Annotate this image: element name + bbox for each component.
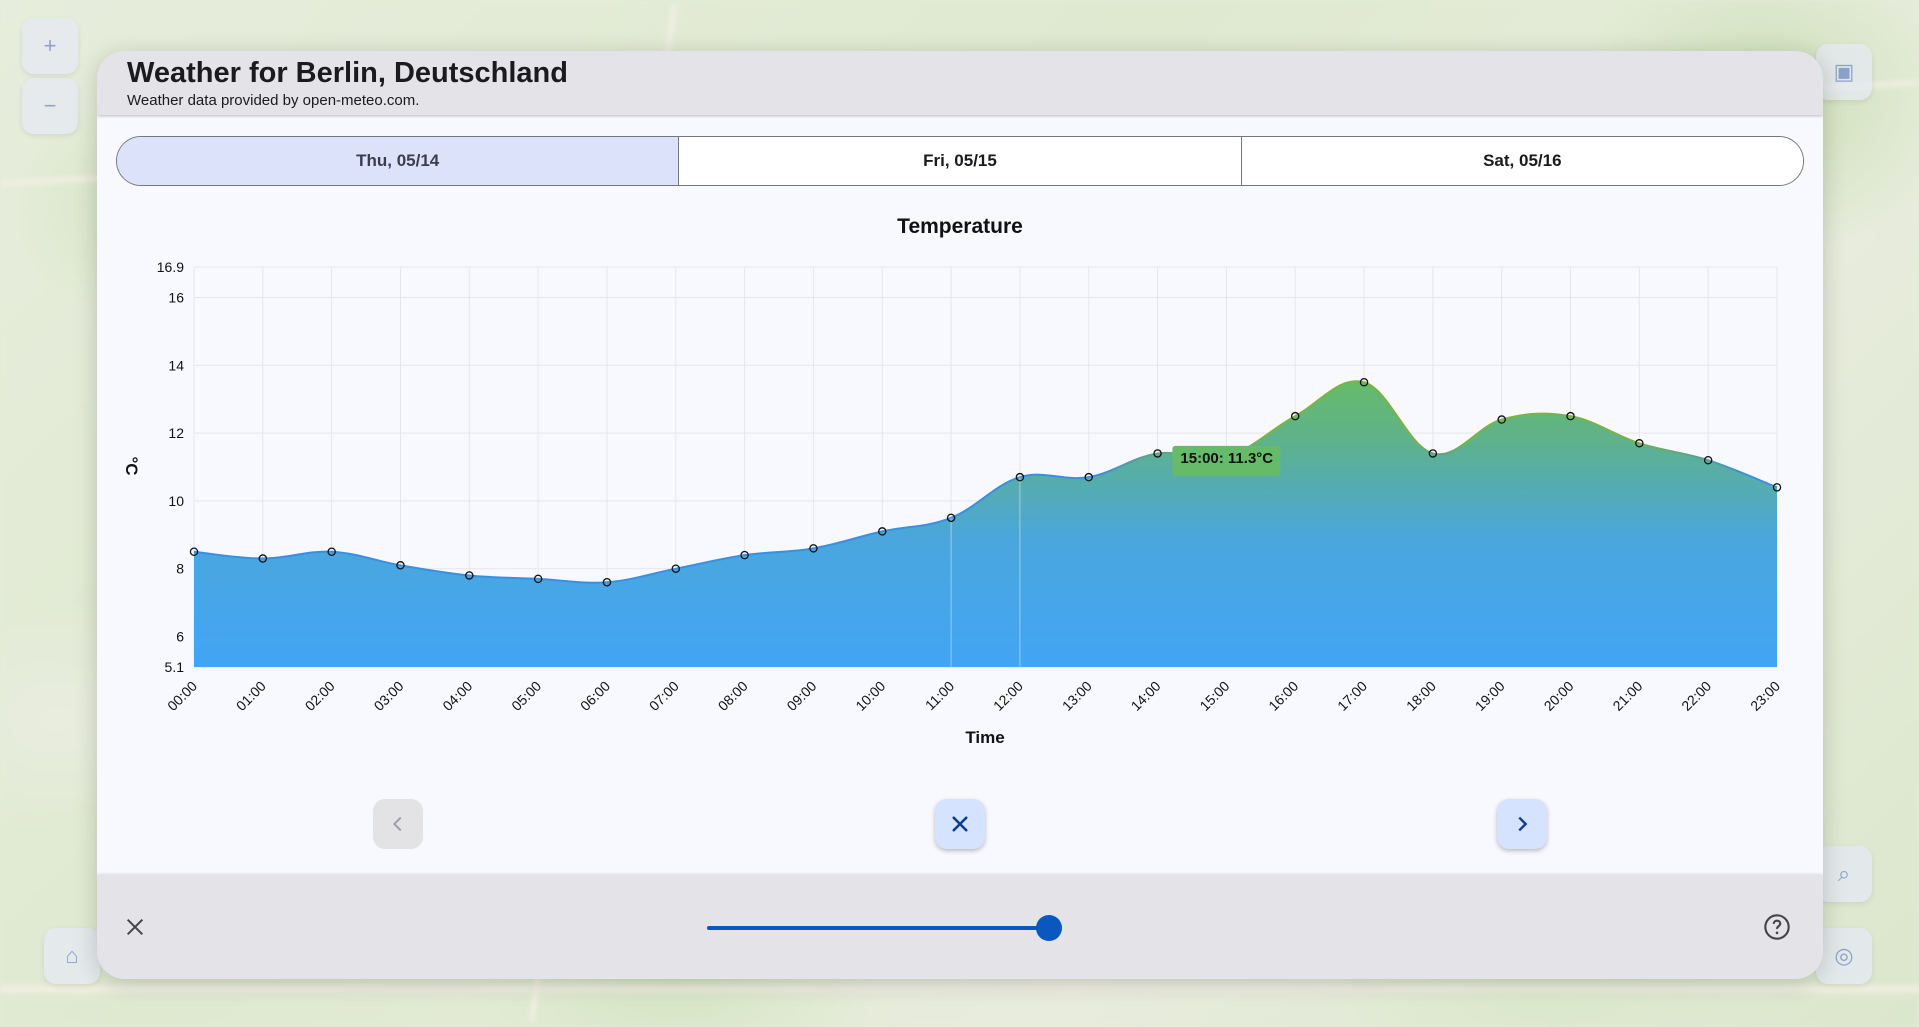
y-tick-label: 12 xyxy=(168,425,184,441)
data-point[interactable] xyxy=(1566,411,1575,421)
data-point[interactable] xyxy=(1772,483,1782,492)
tooltip-text: 15:00: 11.3°C xyxy=(1180,450,1273,467)
x-tick-label: 02:00 xyxy=(302,678,338,714)
data-point[interactable] xyxy=(946,513,956,523)
temperature-chart[interactable]: 5.1 6 8 10 12 14 16 16.9 00:00 01:00 02:00 03:00 04… xyxy=(97,51,1823,751)
chart-tooltip: 15:00: 11.3°C xyxy=(1172,445,1281,476)
data-point[interactable] xyxy=(533,574,543,584)
data-point[interactable] xyxy=(878,527,887,536)
close-chart-button[interactable] xyxy=(935,799,985,849)
x-tick-label: 18:00 xyxy=(1403,678,1439,714)
x-tick-label: 15:00 xyxy=(1196,678,1232,714)
map-layers-button[interactable]: ▣ xyxy=(1816,44,1872,100)
help-circle-icon xyxy=(1764,914,1790,940)
data-point[interactable] xyxy=(1084,472,1093,482)
x-tick-label: 17:00 xyxy=(1334,678,1370,714)
x-tick-label: 21:00 xyxy=(1609,678,1645,714)
y-axis-title: °C xyxy=(122,456,141,475)
data-point[interactable] xyxy=(1497,415,1506,424)
data-point[interactable] xyxy=(1635,439,1644,448)
dialog-subtitle: Weather data provided by open-meteo.com. xyxy=(127,92,420,109)
data-point[interactable] xyxy=(740,550,749,560)
x-tick-label: 13:00 xyxy=(1059,678,1095,714)
map-zoom-in-button[interactable]: + xyxy=(22,18,78,74)
data-point[interactable] xyxy=(1703,455,1713,465)
data-point[interactable] xyxy=(465,571,474,580)
close-icon xyxy=(952,816,968,832)
x-tick-label: 10:00 xyxy=(852,678,888,714)
y-tick-label: 10 xyxy=(168,493,184,509)
x-tick-label: 08:00 xyxy=(715,678,751,714)
x-tick-label: 05:00 xyxy=(508,678,544,714)
data-point[interactable] xyxy=(258,554,268,563)
next-day-button[interactable] xyxy=(1497,799,1547,849)
data-point[interactable] xyxy=(1153,449,1162,458)
data-point[interactable] xyxy=(671,564,681,573)
close-dialog-button[interactable] xyxy=(117,909,153,945)
data-point[interactable] xyxy=(602,578,612,587)
x-tick-label: 11:00 xyxy=(922,678,958,714)
y-tick-label: 14 xyxy=(168,357,184,373)
y-tick-label: 16.9 xyxy=(157,259,184,275)
map-home-button[interactable]: ⌂ xyxy=(44,928,100,984)
opacity-slider-track[interactable] xyxy=(707,926,1049,930)
opacity-slider-thumb[interactable] xyxy=(1036,915,1062,941)
data-point[interactable] xyxy=(1015,472,1025,482)
x-tick-label: 22:00 xyxy=(1678,678,1714,714)
prev-day-button[interactable] xyxy=(373,799,423,849)
tab-fri[interactable]: Fri, 05/15 xyxy=(679,137,1242,185)
tab-sat[interactable]: Sat, 05/16 xyxy=(1241,137,1803,185)
tab-thu[interactable]: Thu, 05/14 xyxy=(117,137,680,185)
dialog-header: Weather for Berlin, Deutschland Weather … xyxy=(97,51,1823,115)
map-search-button[interactable]: ⌕ xyxy=(1816,846,1872,902)
data-point[interactable] xyxy=(327,547,336,556)
data-point[interactable] xyxy=(396,561,405,570)
y-tick-label: 6 xyxy=(176,628,184,644)
x-tick-label: 00:00 xyxy=(164,678,200,714)
x-tick-label: 09:00 xyxy=(783,678,819,714)
x-tick-label: 16:00 xyxy=(1265,678,1301,714)
x-tick-label: 23:00 xyxy=(1747,678,1783,714)
dialog-title: Weather for Berlin, Deutschland xyxy=(127,57,568,89)
x-tick-label: 19:00 xyxy=(1472,678,1508,714)
x-tick-label: 20:00 xyxy=(1541,678,1577,714)
x-tick-label: 14:00 xyxy=(1128,678,1164,714)
data-point[interactable] xyxy=(1428,449,1438,458)
map-locate-button[interactable]: ◎ xyxy=(1816,928,1872,984)
x-tick-label: 12:00 xyxy=(990,678,1026,714)
y-tick-label: 16 xyxy=(168,290,184,306)
x-tick-label: 07:00 xyxy=(646,678,682,714)
chart-title: Temperature xyxy=(897,215,1023,238)
day-tabs: Thu, 05/14 Fri, 05/15 Sat, 05/16 xyxy=(116,136,1804,186)
weather-dialog: Weather for Berlin, Deutschland Weather … xyxy=(97,51,1823,979)
data-point[interactable] xyxy=(1290,411,1300,421)
data-point[interactable] xyxy=(189,547,199,556)
x-tick-label: 04:00 xyxy=(439,678,475,714)
hover-guides xyxy=(950,477,1021,667)
y-tick-label: 8 xyxy=(176,561,184,577)
chevron-left-icon xyxy=(393,816,402,832)
data-point[interactable] xyxy=(809,544,818,553)
data-point[interactable] xyxy=(1359,378,1369,387)
x-tick-label: 06:00 xyxy=(577,678,613,714)
temperature-area xyxy=(194,381,1777,667)
temperature-line xyxy=(193,380,1778,584)
map-zoom-out-button[interactable]: − xyxy=(22,78,78,134)
close-icon xyxy=(126,918,144,936)
chevron-right-icon xyxy=(1518,816,1528,832)
dialog-footer xyxy=(97,875,1823,979)
x-axis-title: Time xyxy=(965,728,1004,747)
x-tick-label: 03:00 xyxy=(371,678,407,714)
y-tick-label: 5.1 xyxy=(165,659,185,675)
help-button[interactable] xyxy=(1759,909,1795,945)
x-tick-label: 01:00 xyxy=(233,678,269,714)
